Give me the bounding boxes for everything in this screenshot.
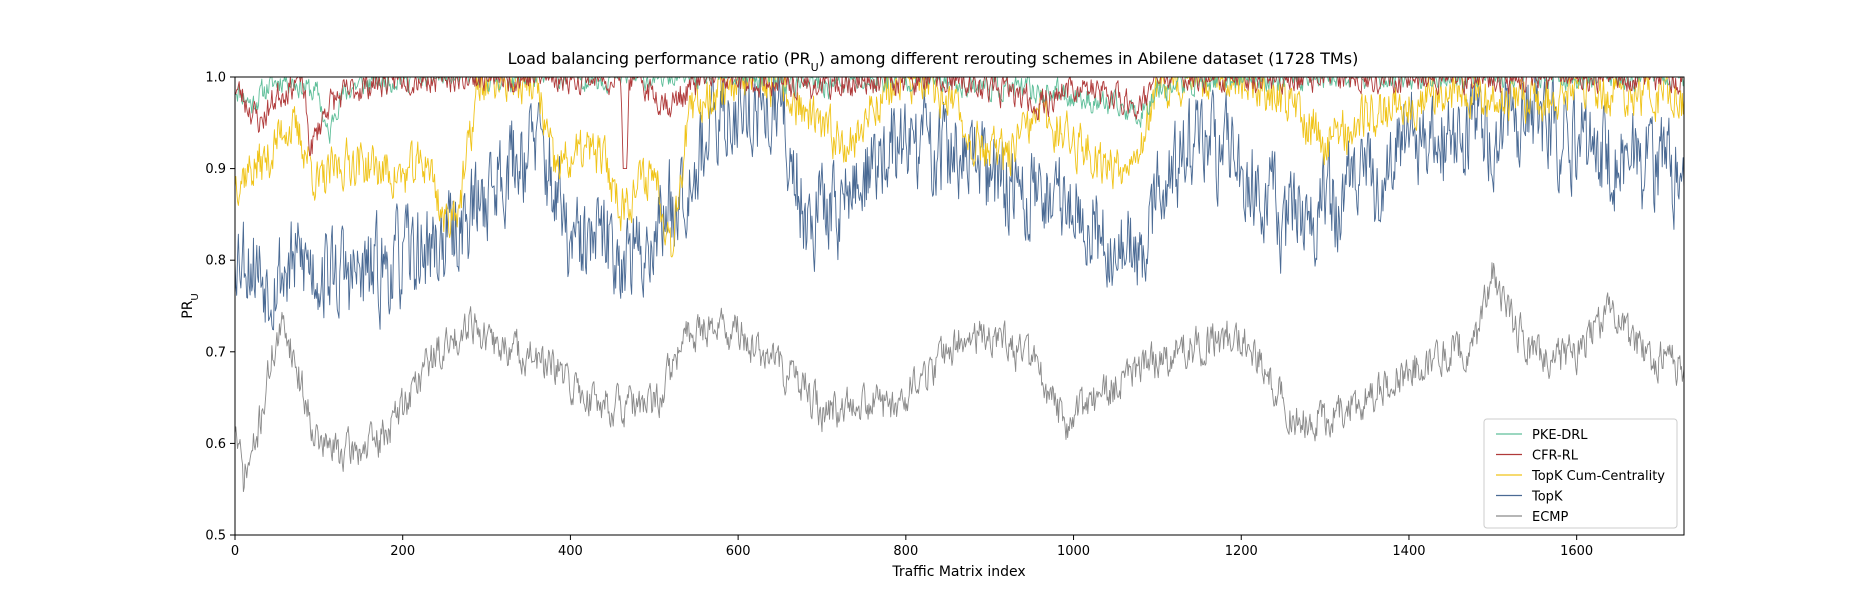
x-tick-label: 1600 [1560,544,1593,559]
series-line-cfr-rl [235,77,1684,170]
y-tick-label: 0.5 [205,529,226,544]
x-tick-label: 200 [390,544,415,559]
y-tick-label: 0.8 [205,254,226,269]
y-tick-label: 0.7 [205,345,226,360]
chart-title-rest: ) among different rerouting schemes in A… [819,49,1359,68]
x-tick-label: 1000 [1057,544,1090,559]
legend-label: TopK Cum-Centrality [1531,469,1665,484]
y-axis-label: PRU [180,293,201,319]
tick-layer: 0 200 400 600 800 1000 1200 1400 1600 0.5 0.6 0.7 0.… [205,71,1593,560]
legend-label: CFR-RL [1532,449,1579,464]
x-tick-label: 0 [231,544,239,559]
x-tick-label: 800 [893,544,918,559]
series-layer [235,77,1684,493]
series-line-pke-drl [235,77,1684,144]
legend-label: TopK [1531,490,1563,505]
series-line-topk [235,77,1684,331]
legend-label: PKE-DRL [1532,428,1588,443]
x-tick-label: 1400 [1392,544,1425,559]
chart-title: Load balancing performance ratio (PRU) a… [508,49,1359,74]
y-tick-label: 0.6 [205,437,226,452]
x-tick-label: 1200 [1225,544,1258,559]
chart-title-sub: U [811,61,819,74]
chart-title-main: Load balancing performance ratio (PR [508,49,811,68]
series-line-topk-cum-centrality [235,77,1684,258]
x-tick-label: 600 [726,544,751,559]
y-tick-label: 0.9 [205,162,226,177]
y-tick-label: 1.0 [205,71,226,86]
legend-label: ECMP [1532,510,1569,525]
x-tick-label: 400 [558,544,583,559]
legend-box [1483,418,1678,529]
y-axis-label-main: PR [180,300,196,318]
y-axis-label-sub: U [190,293,201,300]
plot-area-frame [234,76,1685,536]
x-axis-label: Traffic Matrix index [891,564,1025,580]
legend: PKE-DRL CFR-RL TopK Cum-Centrality TopK ECMP [1483,418,1678,529]
series-line-ecmp [235,262,1684,493]
